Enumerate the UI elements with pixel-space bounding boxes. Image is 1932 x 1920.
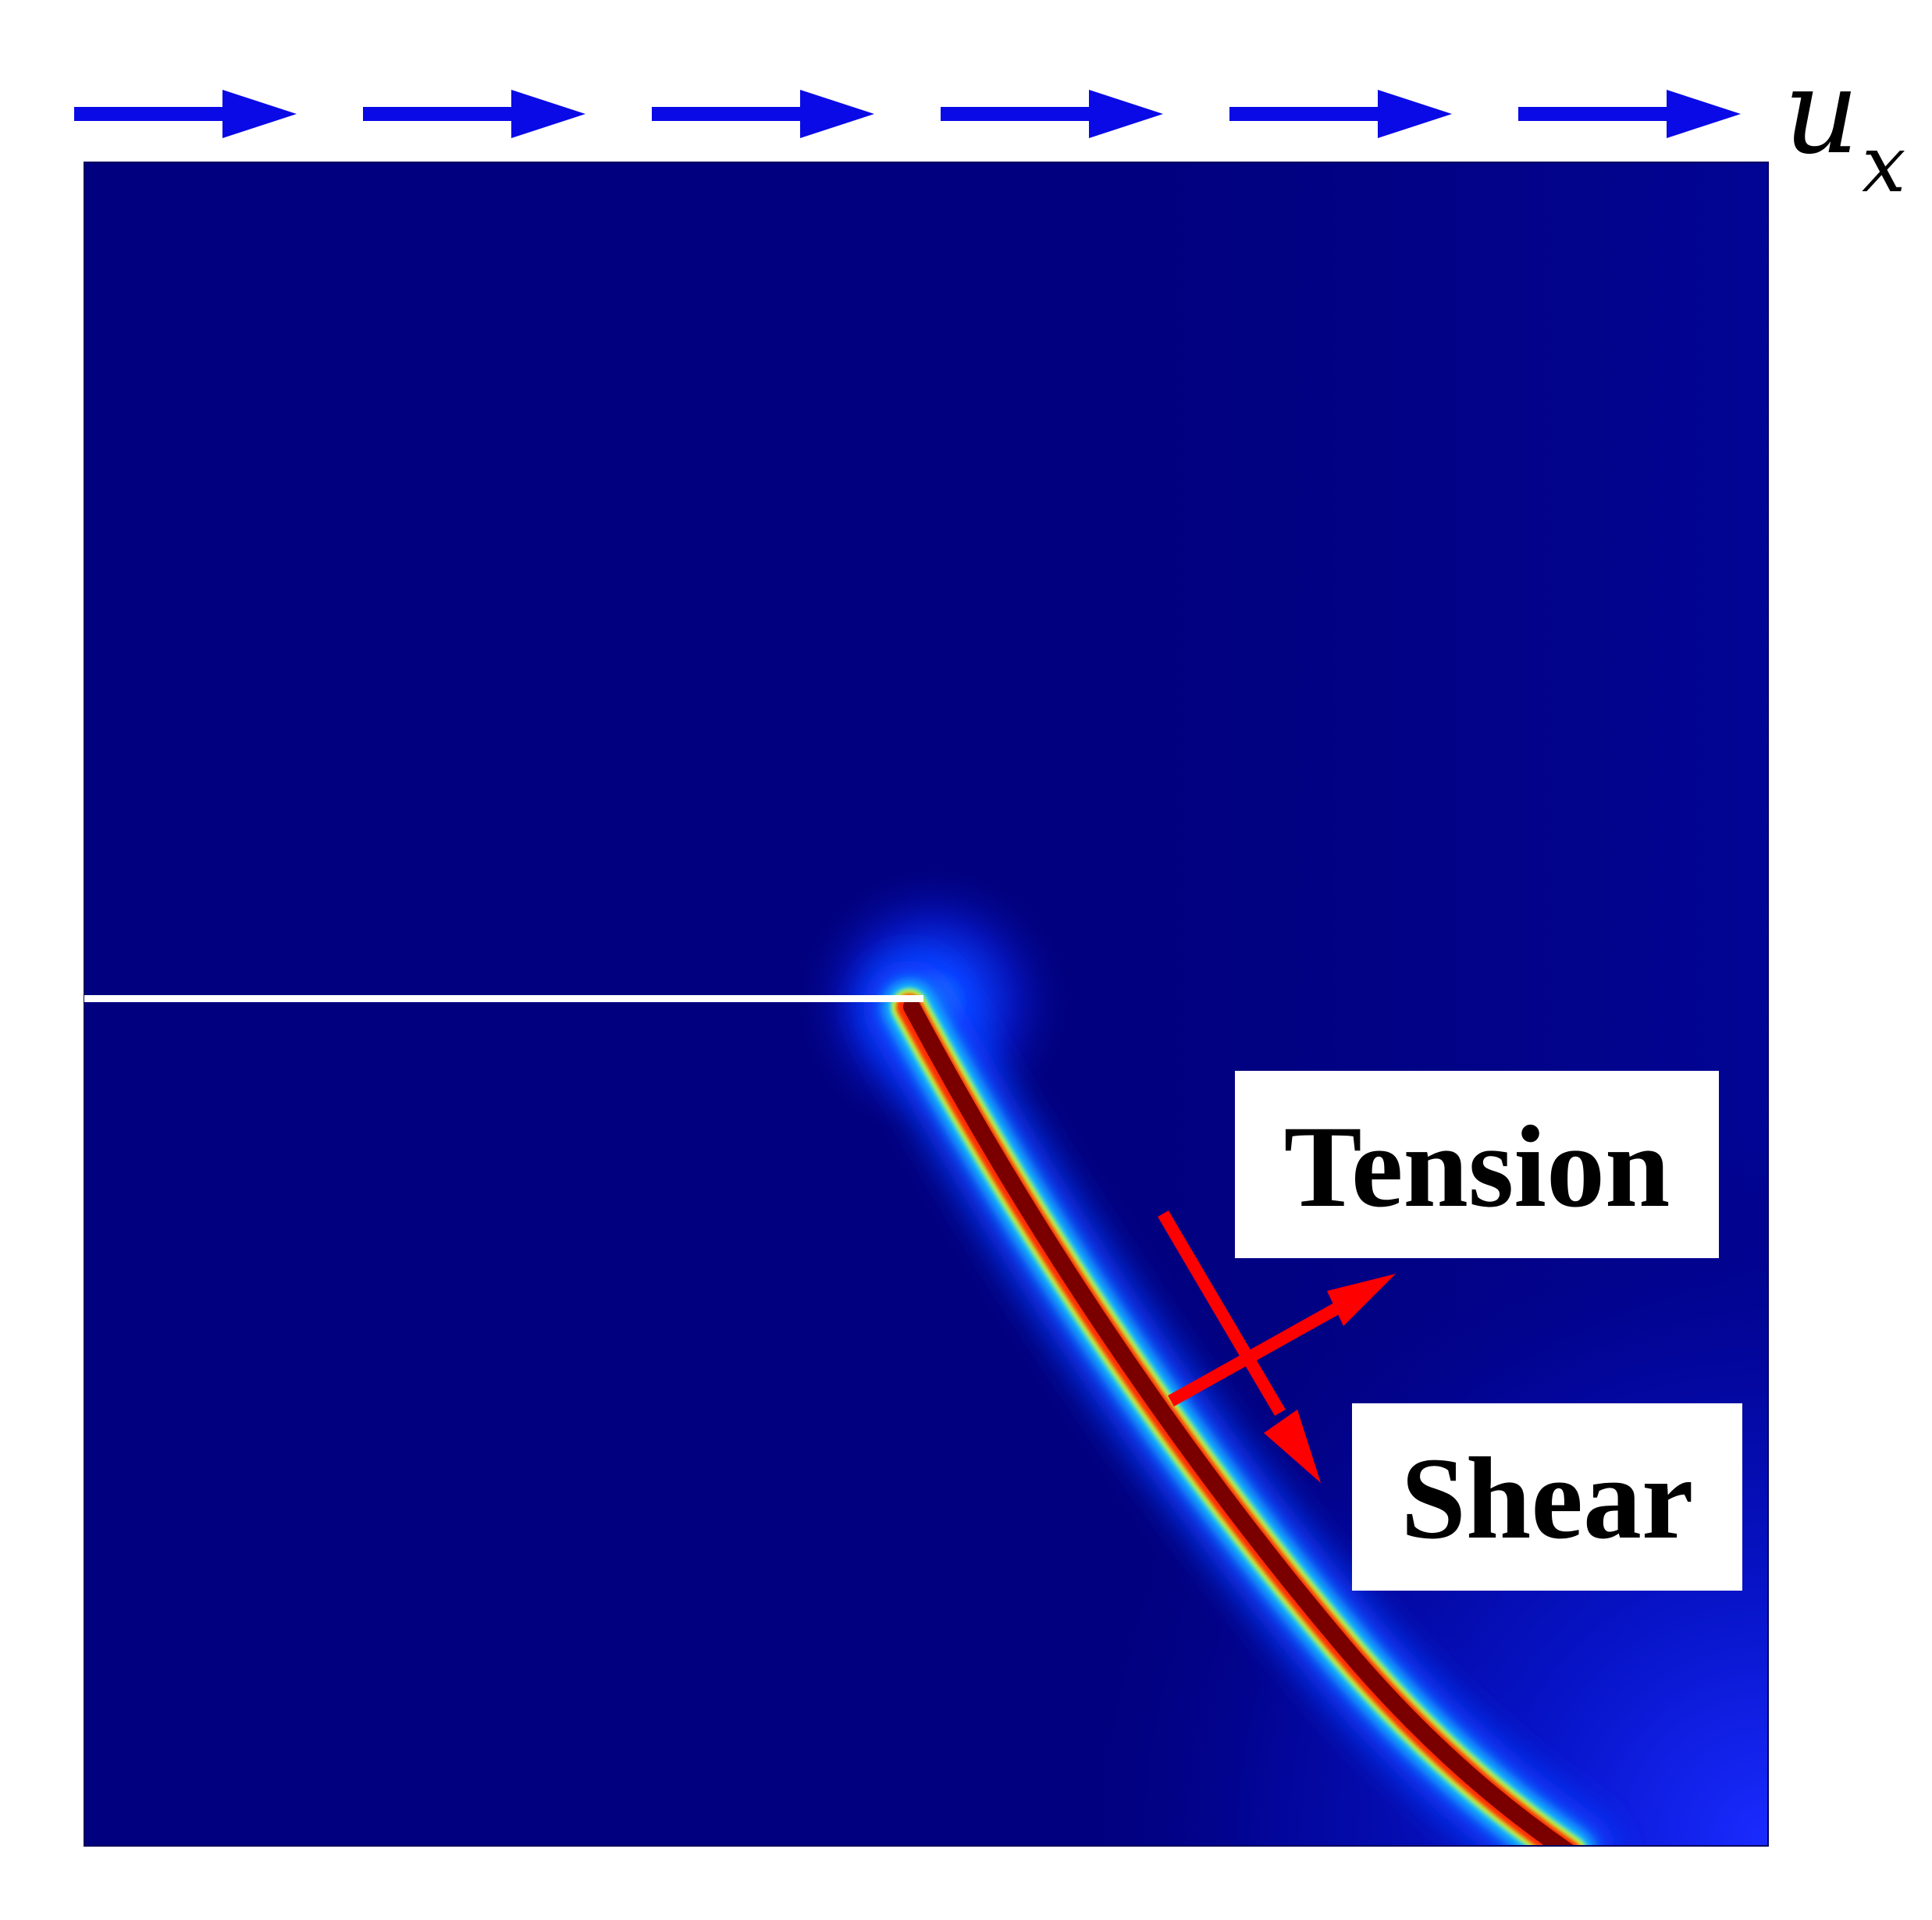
load-subscript: x xyxy=(1862,119,1905,210)
tension-label-box: Tension xyxy=(1235,1071,1719,1258)
load-arrow-shaft xyxy=(1518,107,1670,121)
load-arrow-shaft xyxy=(652,107,804,121)
simulation-domain xyxy=(84,162,1768,1846)
load-arrow-head xyxy=(800,90,874,138)
tension-arrow-shaft xyxy=(1168,1302,1342,1406)
load-arrow-head xyxy=(1378,90,1452,138)
shear-label: Shear xyxy=(1401,1434,1694,1563)
load-symbol: u xyxy=(1784,44,1859,180)
load-arrows xyxy=(74,90,1741,138)
shear-arrow-shaft xyxy=(1158,1210,1286,1417)
crack-path xyxy=(863,960,1615,1846)
pre-crack-notch xyxy=(84,995,923,1002)
tension-box-background xyxy=(1235,1071,1719,1258)
tension-label: Tension xyxy=(1284,1102,1670,1232)
shear-box-background xyxy=(1352,1403,1742,1591)
load-arrow-head xyxy=(511,90,585,138)
shear-label-box: Shear xyxy=(1352,1403,1742,1591)
load-arrow-shaft xyxy=(1229,107,1382,121)
load-arrow-head xyxy=(1667,90,1741,138)
load-label: u x xyxy=(1784,44,1905,210)
load-arrow-shaft xyxy=(363,107,515,121)
domain-border xyxy=(84,162,1769,1847)
annotation-arrows xyxy=(1158,1210,1396,1483)
load-arrow-head xyxy=(1089,90,1163,138)
load-arrow-shaft xyxy=(941,107,1093,121)
load-arrow-shaft xyxy=(74,107,226,121)
tension-arrow-head xyxy=(1327,1274,1396,1326)
shear-arrow-head xyxy=(1264,1410,1321,1483)
load-arrow-head xyxy=(222,90,297,138)
